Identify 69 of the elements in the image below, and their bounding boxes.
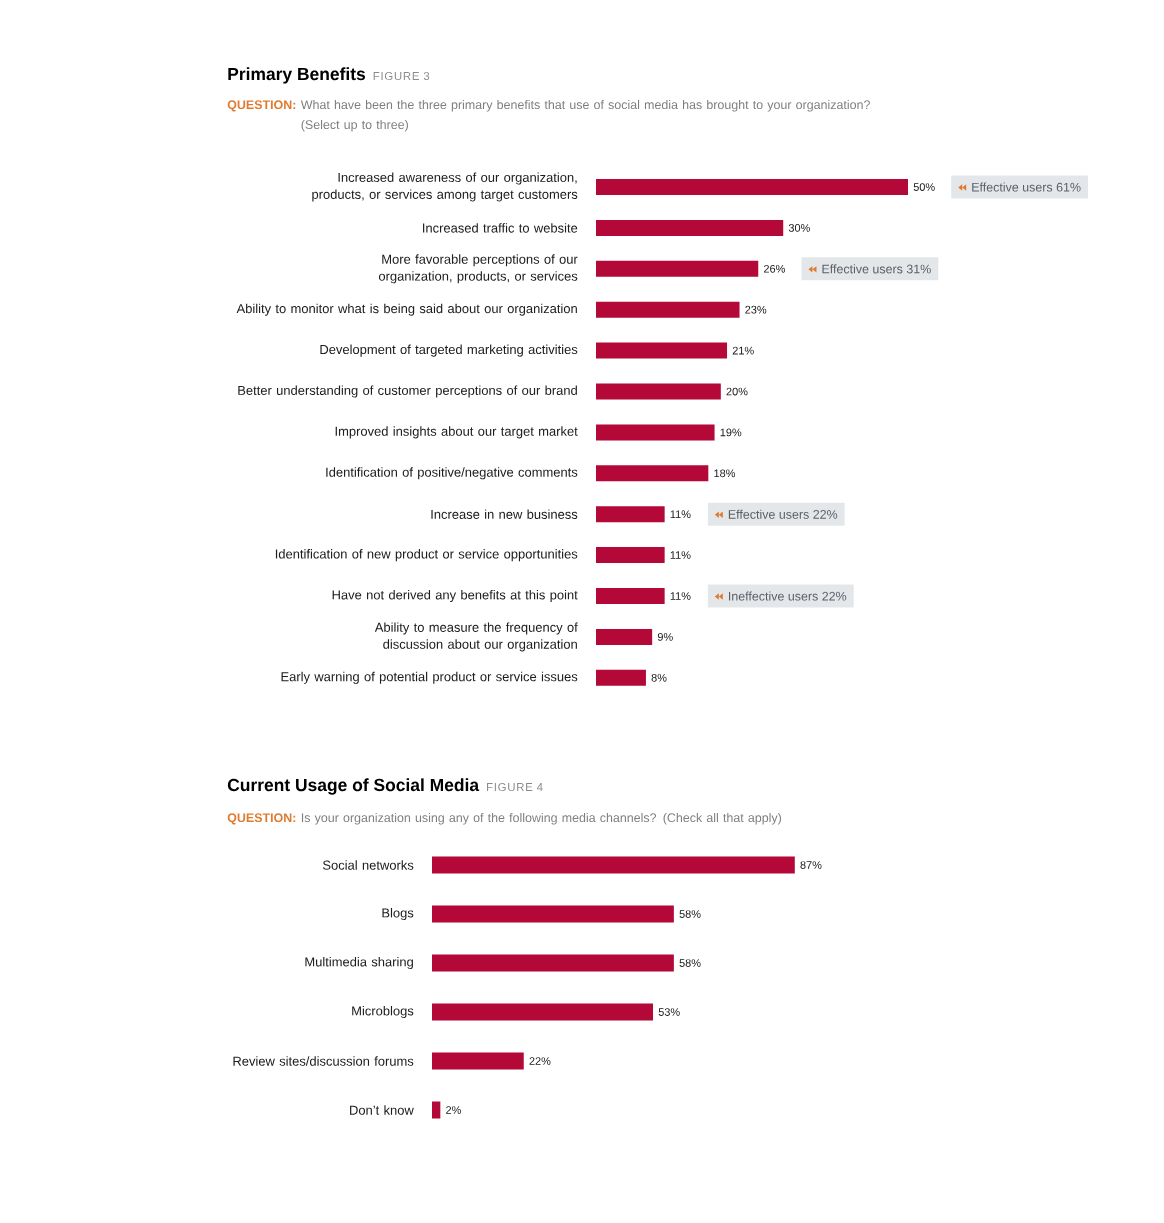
data-label: 11% (670, 510, 691, 519)
bar (596, 588, 665, 604)
y-tick-label: More favorable perceptions of our organization, products, or services (378, 254, 578, 284)
data-label: 30% (788, 224, 810, 232)
text: Effective users 61% (972, 182, 1081, 192)
bar (596, 506, 665, 523)
bar (432, 1101, 441, 1119)
bar (596, 628, 653, 645)
bar (596, 424, 715, 441)
data-label: 18% (714, 469, 736, 478)
y-tick-label: Development of targeted marketing activities (320, 344, 578, 357)
y-tick-label: Better understanding of customer perceptions of our brand (238, 385, 577, 398)
y-tick-label: Early warning of potential product or service issues (281, 671, 578, 684)
y-tick-label: Social networks (322, 860, 414, 870)
bar (596, 260, 759, 277)
data-label: 26% (763, 264, 785, 273)
y-tick-label: Have not derived any benefits at this point (332, 589, 578, 603)
bar (596, 383, 721, 400)
y-tick-label: Identification of new product or service opportunities (275, 549, 578, 562)
data-label: 11% (670, 592, 691, 600)
data-label: 22% (529, 1057, 551, 1065)
bar (432, 905, 674, 923)
data-label: 9% (657, 633, 673, 641)
y-tick-label: Improved insights about our target market (335, 426, 578, 439)
bar (432, 856, 795, 874)
y-tick-label: Don’t know (350, 1105, 414, 1115)
bar (596, 178, 909, 195)
data-label: 87% (800, 861, 822, 869)
data-label: 23% (745, 305, 767, 314)
y-tick-label: Blogs (382, 907, 414, 921)
chart-title: Current Usage of Social Media (227, 778, 480, 795)
data-label: 2% (446, 1106, 461, 1114)
bar (432, 954, 674, 972)
y-tick-label: Microblogs (352, 1005, 414, 1019)
annotation: Effective users 22% (728, 509, 838, 519)
y-tick-label: Ability to monitor what is being said about our organization (236, 303, 577, 316)
data-label: 21% (732, 346, 754, 355)
bar (596, 342, 728, 359)
y-tick-label: Identification of positive/negative comments (326, 467, 578, 480)
y-tick-label: Multimedia sharing (305, 956, 413, 970)
chart-subtitle: Is your organization using any of the following media channels? (Check all that apply) (301, 812, 782, 825)
y-tick-label: Increase in new business (431, 509, 578, 519)
data-label: 58% (679, 910, 701, 918)
bar (596, 301, 740, 318)
data-label: 53% (658, 1008, 680, 1016)
y-tick-label: Increased awareness of our organization, products, or services among target customers (312, 172, 578, 202)
bar (432, 1003, 654, 1021)
data-label: 50% (913, 183, 935, 191)
annotation: Effective users 31% (822, 264, 931, 274)
bar (596, 465, 709, 482)
text: QUESTION: (227, 813, 296, 825)
caption: FIGURE 3 (373, 71, 430, 81)
data-label: 8% (651, 673, 667, 682)
caption: FIGURE 4 (487, 782, 543, 792)
data-label: 20% (726, 387, 748, 396)
y-tick-label: Review sites/discussion forums (233, 1056, 414, 1066)
text: Primary Benefits (228, 67, 366, 84)
y-tick-label: Ability to measure the frequency of discussion about our organization (374, 622, 578, 652)
data-label: 58% (679, 959, 701, 967)
y-tick-label: Increased traffic to website (423, 223, 578, 233)
bar (432, 1052, 524, 1070)
data-label: 19% (720, 428, 742, 437)
data-label: 11% (670, 551, 691, 559)
bar (596, 669, 646, 686)
bar (596, 547, 665, 564)
bar (596, 219, 784, 236)
chart-subtitle: What have been the three primary benefits that use of social media has brought to your organization? (Select up to three) (300, 99, 870, 132)
annotation: Ineffective users 22% (729, 591, 847, 601)
text: QUESTION: (227, 100, 296, 112)
